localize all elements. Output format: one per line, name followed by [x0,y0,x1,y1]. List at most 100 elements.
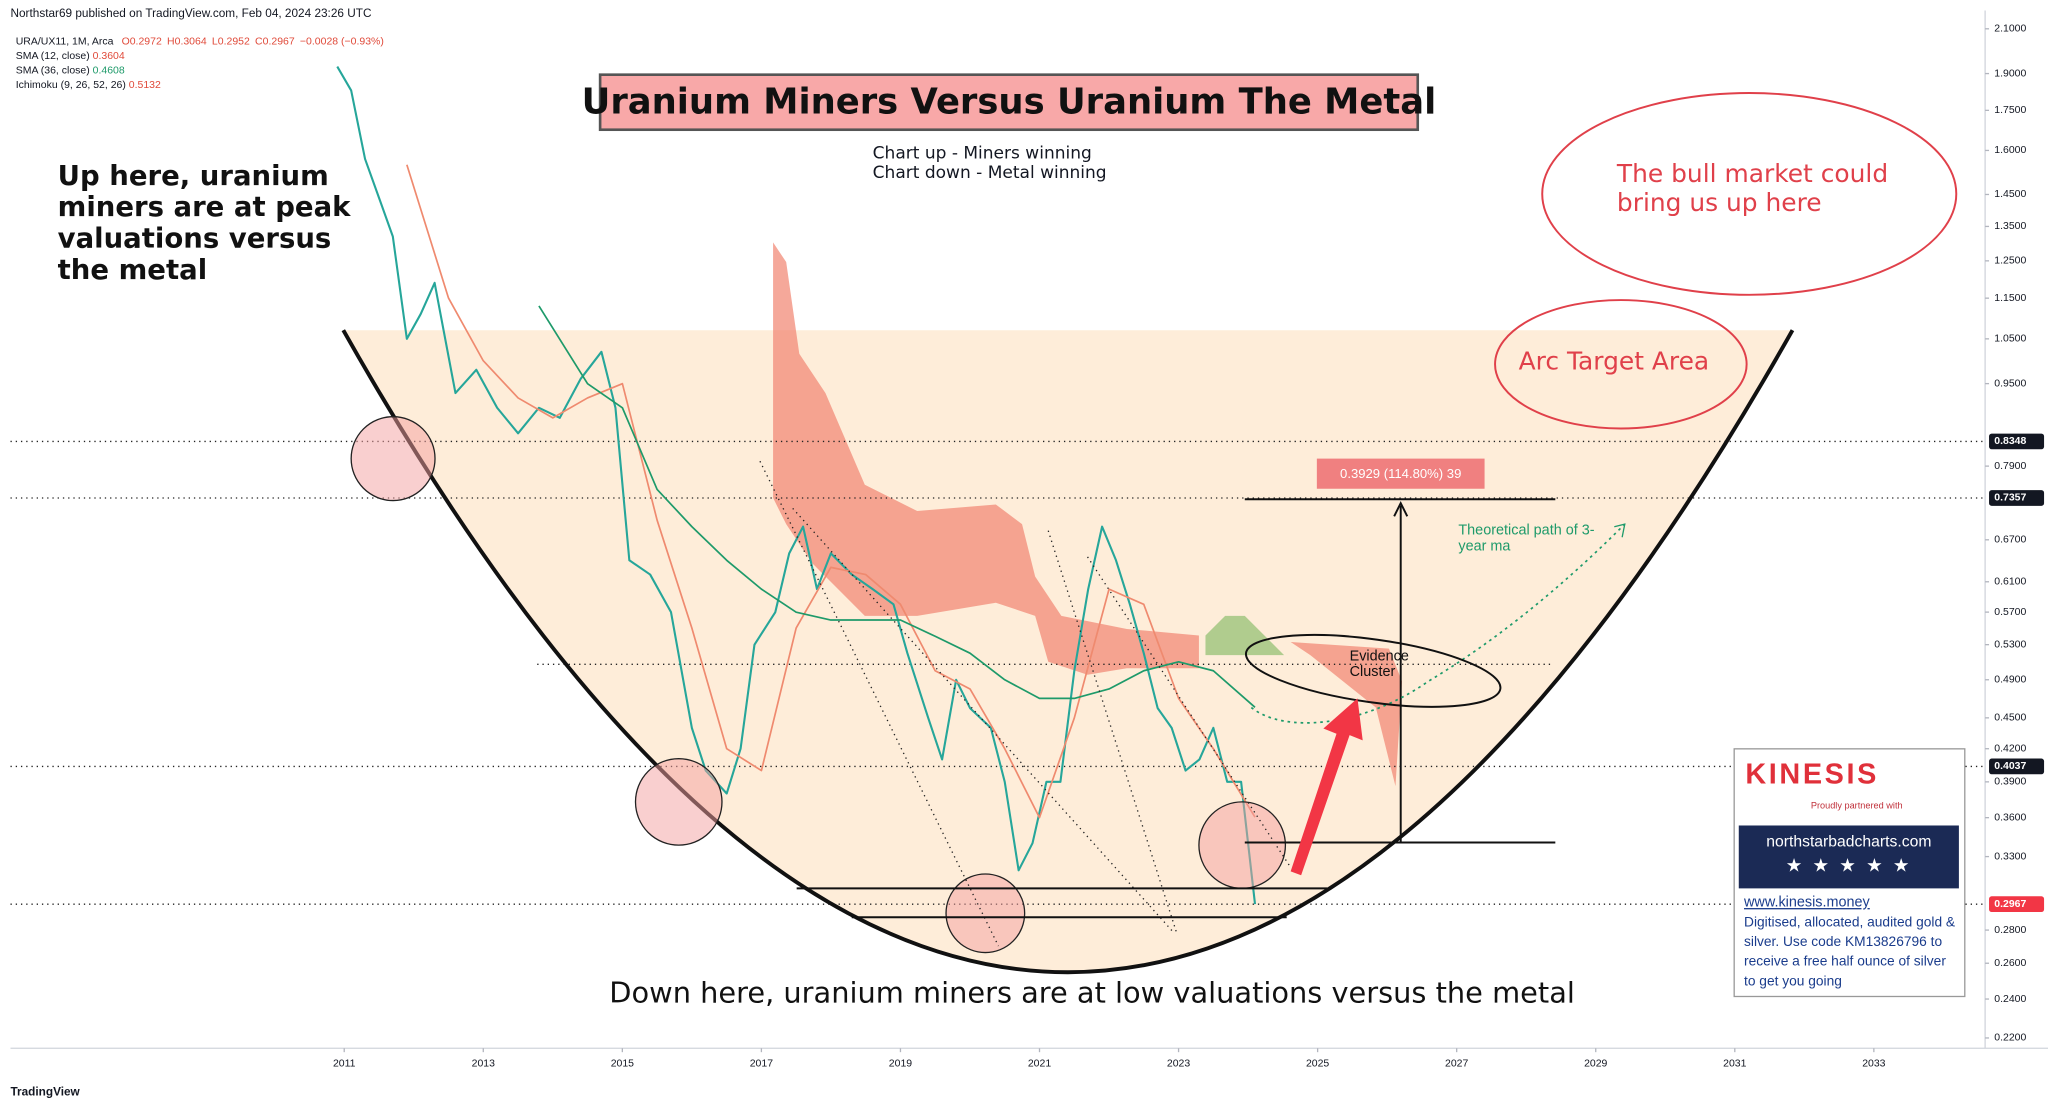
y-tick-label: 0.3600 [1994,812,2026,823]
quote-part: L0.2952 [211,35,250,48]
bull-ellipse [1541,92,1958,296]
arc [341,329,1795,975]
arc-note: Arc Target Area [1518,347,1710,377]
x-tick-label: 2033 [1862,1059,1885,1070]
legend-row: SMA (12, close) 0.3604 [16,48,384,62]
legend-row: URA/UX11, 1M, Arca O0.2972 H0.3064 L0.2952… [16,34,384,48]
x-tick-label: 2025 [1306,1059,1329,1070]
ad-site: northstarbadcharts.com [1766,832,1932,851]
x-tick-label: 2017 [750,1059,773,1070]
y-tick-label: 0.2600 [1994,958,2026,969]
peak-note: Up here, uranium miners are at peak valu… [57,159,351,286]
y-tick-label: 0.3900 [1994,777,2026,788]
ad-stars: ★ ★ ★ ★ ★ [1785,854,1912,876]
quote-part: O0.2972 [121,35,162,48]
quote-part: H0.3064 [167,35,207,48]
y-tick-label: 1.0500 [1994,334,2026,345]
level-label: 0.8348 [1994,436,2026,447]
y-tick-label: 1.1500 [1994,293,2026,304]
x-tick-label: 2011 [333,1059,356,1070]
subtitle: Chart up - Miners winning [873,143,1092,163]
y-tick-label: 0.9500 [1994,378,2026,389]
measure-lines [796,498,1556,919]
y-tick-label: 2.1000 [1994,24,2026,35]
subtitle: Chart down - Metal winning [873,163,1107,183]
measure-label-box [1316,458,1485,489]
y-tick-label: 0.4200 [1994,743,2026,754]
legend-row: SMA (36, close) 0.4608 [16,63,384,77]
sma-line [406,164,1256,819]
y-tick-label: 0.2200 [1994,1033,2026,1044]
x-tick-label: 2013 [472,1059,495,1070]
level-label: 0.2967 [1994,899,2026,910]
x-tick-label: 2031 [1723,1059,1746,1070]
header: Northstar69 published on TradingView.com… [10,6,372,20]
title-box [598,73,1420,132]
projection-arrow [1614,523,1626,538]
ichimoku-cloud [773,242,1199,675]
x-tick-label: 2023 [1167,1059,1190,1070]
ad-url[interactable]: www.kinesis.money [1744,894,1870,911]
legend-name: SMA (12, close) [15,49,90,62]
red-arrow [1290,698,1363,876]
sma-line [538,305,1256,708]
x-tick-label: 2029 [1584,1059,1607,1070]
legend-name: Ichimoku (9, 26, 52, 26) [15,78,126,91]
y-tick-label: 0.6100 [1994,577,2026,588]
legend-row: Ichimoku (9, 26, 52, 26) 0.5132 [16,77,384,91]
quote-part: C0.2967 [255,35,295,48]
level-label: 0.7357 [1994,493,2026,504]
y-tick-label: 1.2500 [1994,256,2026,267]
level-label-box [1989,758,2045,775]
y-tick-label: 1.7500 [1994,105,2026,116]
y-tick-label: 0.4900 [1994,675,2026,686]
level-label-box [1989,896,2045,913]
ichimoku-cloud [1290,642,1403,787]
y-tick-label: 0.3300 [1994,851,2026,862]
footer: TradingView [10,1084,80,1099]
y-tick-label: 0.4500 [1994,713,2026,724]
y-tick-label: 1.3500 [1994,221,2026,232]
x-tick-label: 2019 [889,1059,912,1070]
legend: URA/UX11, 1M, Arca O0.2972 H0.3064 L0.2952… [16,34,384,92]
quote-part: −0.0028 (−0.93%) [299,35,384,48]
cluster-ellipse [1244,633,1502,708]
y-tick-label: 0.7900 [1994,461,2026,472]
quote: O0.2972 H0.3064 L0.2952 C0.2967 −0.0028 (−0.… [116,35,384,47]
trend-lines [759,460,1292,947]
price-line [336,66,1257,905]
ichimoku-cloud [1205,615,1285,656]
level-label-box [1989,490,2045,506]
y-tick-label: 1.9000 [1994,68,2026,79]
y-tick-label: 0.5300 [1994,639,2026,650]
low-note: Down here, uranium miners are at low val… [609,977,1575,1011]
y-tick-label: 0.2400 [1994,994,2026,1005]
measure-label: 0.3929 (114.80%) 39 [1340,466,1461,481]
chart-title: Uranium Miners Versus Uranium The Metal [582,82,1437,123]
path-note: Theoretical path of 3-year ma [1458,522,1595,555]
y-tick-label: 0.6700 [1994,535,2026,546]
x-tick-label: 2021 [1028,1059,1051,1070]
y-tick-label: 1.6000 [1994,145,2026,156]
arc-ellipse [1494,299,1748,430]
ad-banner: northstarbadcharts.com ★ ★ ★ ★ ★ [1738,825,1959,889]
legend-value: 0.3604 [92,49,125,62]
y-tick-label: 0.2800 [1994,925,2026,936]
legend-symbol: URA/UX11, 1M, Arca [15,35,114,48]
y-tick-label: 1.4500 [1994,189,2026,200]
circles [350,416,1287,954]
ad-tagline: Proudly partnered with [1810,801,1903,812]
legend-value: 0.4608 [92,64,125,76]
level-label: 0.4037 [1994,761,2026,772]
level-label-box [1989,433,2045,450]
x-tick-label: 2015 [611,1059,634,1070]
ad-brand: KINESIS [1745,757,1880,791]
legend-value: 0.5132 [128,78,161,91]
ad-box: KINESIS Proudly partnered with northstar… [1733,748,1966,998]
cluster-note: Evidence Cluster [1349,648,1409,681]
legend-name: SMA (36, close) [15,64,90,76]
x-tick-label: 2027 [1445,1059,1468,1070]
